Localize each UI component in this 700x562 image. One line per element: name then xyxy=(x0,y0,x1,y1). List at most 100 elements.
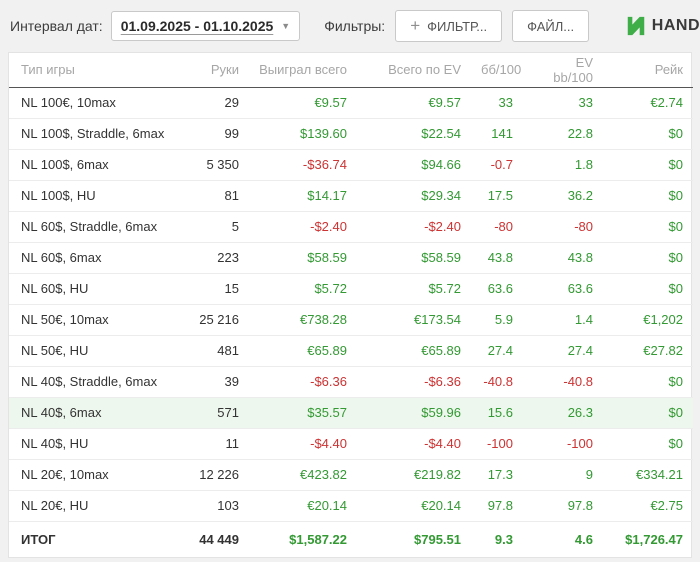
game-type-cell: NL 100€, 10max xyxy=(9,87,169,119)
col-header-rake[interactable]: Рейк xyxy=(603,53,693,88)
file-button[interactable]: ФАЙЛ... xyxy=(512,10,590,42)
won-total-cell: €9.57 xyxy=(249,87,357,119)
hands-cell: 12 226 xyxy=(169,459,249,491)
toolbar: Интервал дат: 01.09.2025 - 01.10.2025 ▼ … xyxy=(0,0,700,52)
ev-bb100-cell: 22.8 xyxy=(523,118,603,150)
filters-label: Фильтры: xyxy=(324,18,386,34)
won-total-cell: €20.14 xyxy=(249,490,357,522)
ev-total-cell: €65.89 xyxy=(357,335,471,367)
col-header-won-total[interactable]: Выиграл всего xyxy=(249,53,357,88)
chevron-down-icon[interactable]: ▼ xyxy=(281,21,291,31)
bb100-cell: 17.3 xyxy=(471,459,523,491)
table-header-row: Тип игры Руки Выиграл всего Всего по EV … xyxy=(9,53,693,88)
ev-bb100-cell: 1.4 xyxy=(523,304,603,336)
game-type-cell: NL 40$, 6max xyxy=(9,397,169,429)
col-header-hands[interactable]: Руки xyxy=(169,53,249,88)
rake-cell: €1,202 xyxy=(603,304,693,336)
bb100-cell: 5.9 xyxy=(471,304,523,336)
table-row[interactable]: NL 60$, Straddle, 6max 5 -$2.40 -$2.40 -… xyxy=(9,211,693,243)
game-type-cell: NL 100$, 6max xyxy=(9,149,169,181)
table-row[interactable]: NL 60$, 6max 223 $58.59 $58.59 43.8 43.8… xyxy=(9,242,693,274)
game-type-cell: NL 100$, Straddle, 6max xyxy=(9,118,169,150)
ev-total-cell: -$4.40 xyxy=(357,428,471,460)
bb100-cell: -100 xyxy=(471,428,523,460)
game-type-cell: NL 50€, HU xyxy=(9,335,169,367)
ev-bb100-cell: -80 xyxy=(523,211,603,243)
table-row[interactable]: NL 100$, Straddle, 6max 99 $139.60 $22.5… xyxy=(9,118,693,150)
ev-bb100-cell: 63.6 xyxy=(523,273,603,305)
total-rake-cell: $1,726.47 xyxy=(625,531,683,547)
ev-total-cell: -$2.40 xyxy=(357,211,471,243)
won-total-cell: $5.72 xyxy=(249,273,357,305)
rake-cell: €334.21 xyxy=(603,459,693,491)
col-header-ev-bb100[interactable]: EV bb/100 xyxy=(523,53,603,88)
table-row[interactable]: NL 40$, 6max 571 $35.57 $59.96 15.6 26.3… xyxy=(9,397,693,429)
table-row[interactable]: NL 100$, 6max 5 350 -$36.74 $94.66 -0.7 … xyxy=(9,149,693,181)
table-row[interactable]: NL 60$, HU 15 $5.72 $5.72 63.6 63.6 $0 xyxy=(9,273,693,305)
rake-cell: €2.75 xyxy=(603,490,693,522)
bb100-cell: -40.8 xyxy=(471,366,523,398)
won-total-cell: $35.57 xyxy=(249,397,357,429)
won-total-cell: $139.60 xyxy=(249,118,357,150)
rake-cell: $0 xyxy=(603,118,693,150)
table-row[interactable]: NL 50€, 10max 25 216 €738.28 €173.54 5.9… xyxy=(9,304,693,336)
date-interval-label: Интервал дат: xyxy=(10,18,103,34)
ev-bb100-cell: -100 xyxy=(523,428,603,460)
won-total-cell: €423.82 xyxy=(249,459,357,491)
rake-cell: $0 xyxy=(603,242,693,274)
won-total-cell: $14.17 xyxy=(249,180,357,212)
hands-cell: 29 xyxy=(169,87,249,119)
file-button-label: ФАЙЛ... xyxy=(527,18,575,34)
ev-total-cell: $94.66 xyxy=(357,149,471,181)
game-type-cell: NL 60$, HU xyxy=(9,273,169,305)
bb100-cell: 97.8 xyxy=(471,490,523,522)
ev-bb100-cell: 33 xyxy=(523,87,603,119)
bb100-cell: 63.6 xyxy=(471,273,523,305)
hands-cell: 103 xyxy=(169,490,249,522)
hands-cell: 15 xyxy=(169,273,249,305)
bb100-cell: -80 xyxy=(471,211,523,243)
game-type-cell: NL 60$, 6max xyxy=(9,242,169,274)
ev-bb100-cell: 36.2 xyxy=(523,180,603,212)
hands-cell: 223 xyxy=(169,242,249,274)
bb100-cell: 43.8 xyxy=(471,242,523,274)
ev-total-cell: €219.82 xyxy=(357,459,471,491)
game-type-cell: NL 20€, HU xyxy=(9,490,169,522)
rake-cell: €2.74 xyxy=(603,87,693,119)
date-range-value[interactable]: 01.09.2025 - 01.10.2025 xyxy=(120,18,274,34)
hands-cell: 81 xyxy=(169,180,249,212)
ev-bb100-cell: 26.3 xyxy=(523,397,603,429)
total-label: ИТОГ xyxy=(21,531,56,547)
ev-total-cell: €9.57 xyxy=(357,87,471,119)
table-row[interactable]: NL 20€, 10max 12 226 €423.82 €219.82 17.… xyxy=(9,459,693,491)
report-table: Тип игры Руки Выиграл всего Всего по EV … xyxy=(8,52,693,558)
table-row[interactable]: NL 40$, Straddle, 6max 39 -$6.36 -$6.36 … xyxy=(9,366,693,398)
ev-total-cell: €173.54 xyxy=(357,304,471,336)
table-row[interactable]: NL 20€, HU 103 €20.14 €20.14 97.8 97.8 €… xyxy=(9,490,693,522)
ev-total-cell: $58.59 xyxy=(357,242,471,274)
bb100-cell: -0.7 xyxy=(471,149,523,181)
add-filter-button-label: ФИЛЬТР... xyxy=(427,18,488,34)
table-row[interactable]: NL 50€, HU 481 €65.89 €65.89 27.4 27.4 €… xyxy=(9,335,693,367)
table-row[interactable]: NL 40$, HU 11 -$4.40 -$4.40 -100 -100 $0 xyxy=(9,428,693,460)
table-row[interactable]: NL 100$, HU 81 $14.17 $29.34 17.5 36.2 $… xyxy=(9,180,693,212)
game-type-cell: NL 60$, Straddle, 6max xyxy=(9,211,169,243)
bb100-cell: 27.4 xyxy=(471,335,523,367)
bb100-cell: 141 xyxy=(471,118,523,150)
rake-cell: $0 xyxy=(603,180,693,212)
hands-cell: 571 xyxy=(169,397,249,429)
hands-cell: 5 350 xyxy=(169,149,249,181)
total-ev-bb100-cell: 4.6 xyxy=(574,531,593,547)
col-header-ev-total[interactable]: Всего по EV xyxy=(357,53,471,88)
add-filter-button[interactable]: + ФИЛЬТР... xyxy=(395,10,503,42)
bb100-cell: 33 xyxy=(471,87,523,119)
date-range-field[interactable]: 01.09.2025 - 01.10.2025 ▼ xyxy=(110,11,301,41)
table-row[interactable]: NL 100€, 10max 29 €9.57 €9.57 33 33 €2.7… xyxy=(9,87,693,119)
col-header-bb100[interactable]: бб/100 xyxy=(471,53,523,88)
col-header-game-type[interactable]: Тип игры xyxy=(9,53,169,88)
won-total-cell: €738.28 xyxy=(249,304,357,336)
ev-bb100-cell: 9 xyxy=(523,459,603,491)
won-total-cell: €65.89 xyxy=(249,335,357,367)
rake-cell: $0 xyxy=(603,149,693,181)
